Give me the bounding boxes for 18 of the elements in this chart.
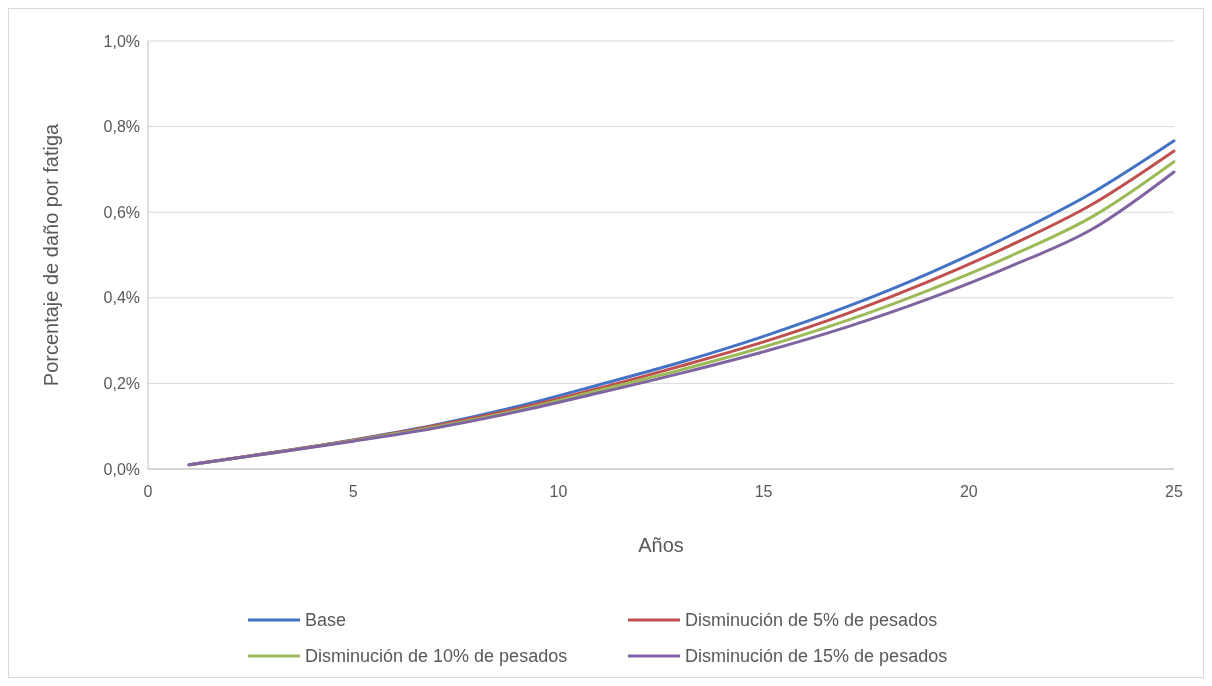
- y-tick-label: 0,8%: [103, 118, 140, 136]
- legend-label: Disminución de 15% de pesados: [685, 646, 948, 667]
- y-tick-label: 0,6%: [103, 203, 140, 221]
- x-tick-label: 15: [754, 483, 773, 500]
- x-tick-label: 20: [959, 483, 978, 500]
- y-tick-label: 0,2%: [103, 375, 140, 392]
- y-tick-label: 0,0%: [103, 460, 140, 478]
- y-tick-label: 0,4%: [103, 289, 140, 307]
- x-axis-title: Años: [638, 534, 684, 556]
- x-tick-label: 25: [1165, 483, 1183, 500]
- legend-label: Disminución de 10% de pesados: [305, 646, 568, 667]
- x-tick-label: 0: [143, 483, 153, 500]
- legend-label: Disminución de 5% de pesados: [685, 610, 938, 631]
- legend-label: Base: [305, 610, 347, 631]
- x-tick-label: 5: [348, 483, 358, 500]
- y-axis-title: Porcentaje de daño por fatiga: [40, 122, 62, 387]
- x-tick-label: 10: [549, 483, 568, 500]
- y-tick-label: 1,0%: [103, 32, 140, 50]
